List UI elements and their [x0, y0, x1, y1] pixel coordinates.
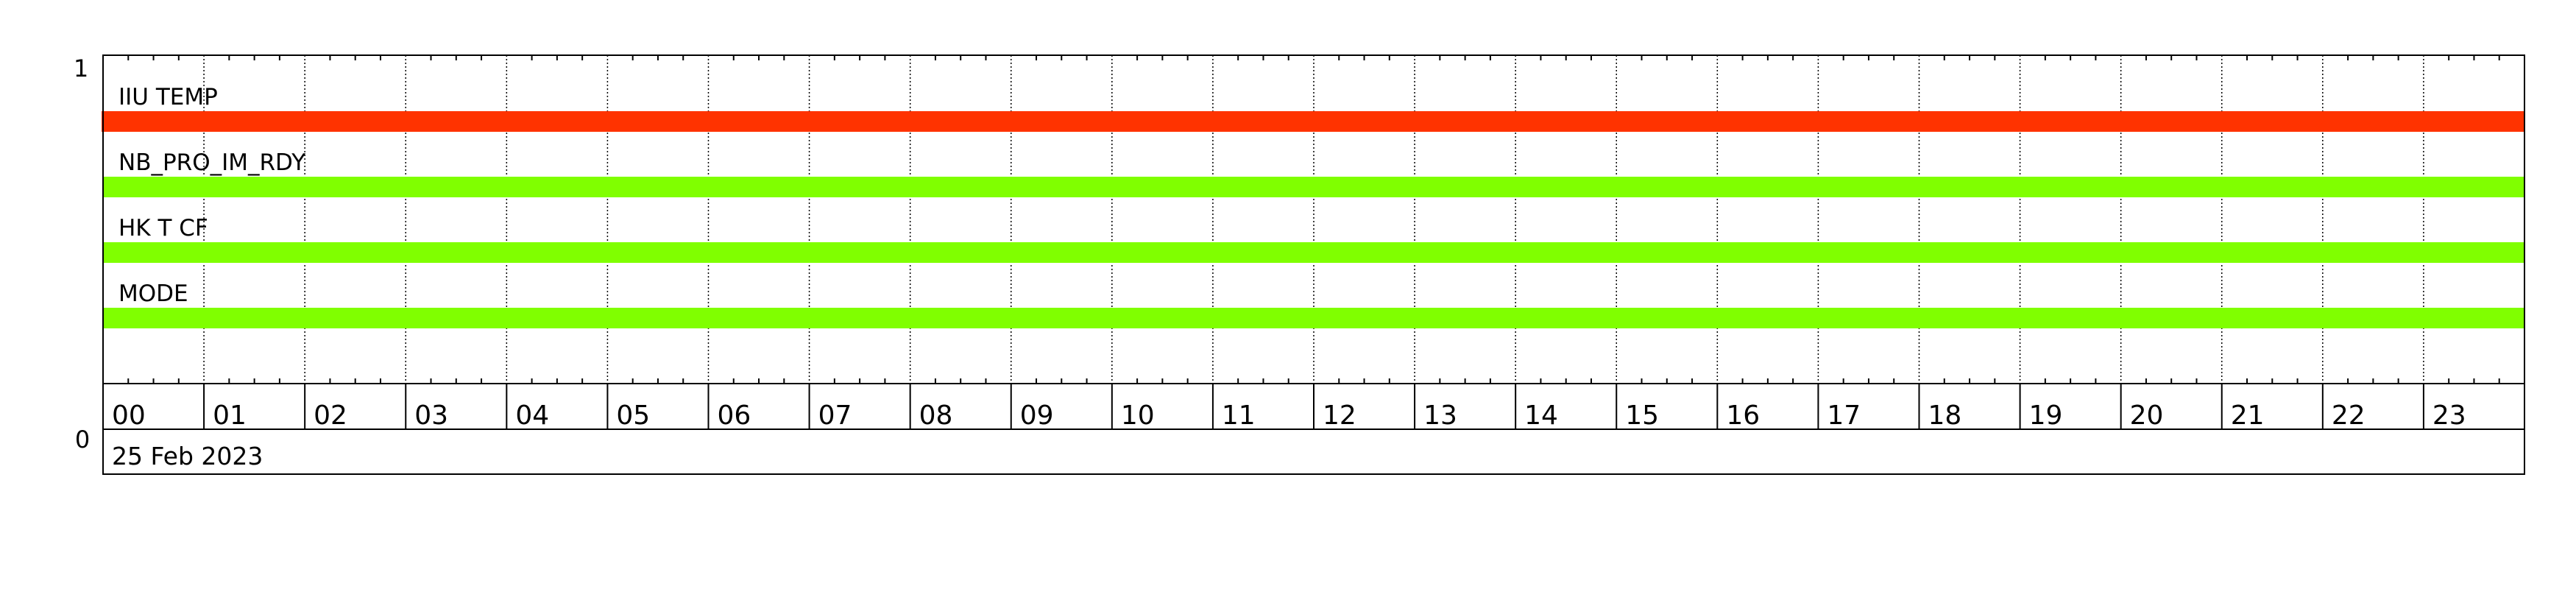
hour-label: 15 [1625, 401, 1659, 431]
status-bar [102, 111, 2524, 132]
hour-label: 02 [314, 401, 347, 431]
series-label: MODE [118, 281, 188, 307]
hour-label: 20 [2130, 401, 2164, 431]
hour-label: 14 [1524, 401, 1558, 431]
hour-label: 07 [818, 401, 852, 431]
hour-label: 05 [616, 401, 650, 431]
series-label: HK T CF [118, 215, 208, 241]
series-label: NB_PRO_IM_RDY [118, 149, 305, 176]
series-label: IIU TEMP [118, 84, 218, 110]
hour-label: 11 [1222, 401, 1256, 431]
hour-label: 04 [515, 401, 549, 431]
hour-label: 19 [2029, 401, 2063, 431]
hour-label: 10 [1121, 401, 1155, 431]
y-tick-top: 1 [74, 54, 88, 82]
date-label: 25 Feb 2023 [112, 442, 263, 470]
hour-label: 01 [213, 401, 247, 431]
hour-label: 12 [1323, 401, 1356, 431]
hour-label: 09 [1020, 401, 1054, 431]
hour-label: 06 [718, 401, 751, 431]
y-tick-bottom: 0 [75, 426, 90, 454]
hour-labels: 00 01 02 03 04 05 06 07 08 09 10 11 12 13 14 15 16 17 18 19… [112, 401, 2466, 431]
outer-frame [102, 54, 2525, 475]
hour-label: 16 [1726, 401, 1760, 431]
hour-label: 23 [2432, 401, 2466, 431]
grid-lines [127, 55, 2500, 384]
hour-label: 21 [2231, 401, 2265, 431]
hour-label: 13 [1423, 401, 1457, 431]
hour-label: 22 [2332, 401, 2366, 431]
hour-label: 17 [1827, 401, 1861, 431]
hour-label: 08 [919, 401, 953, 431]
status-bar [103, 242, 2524, 263]
status-bar [103, 177, 2524, 197]
hour-label: 00 [112, 401, 146, 431]
status-bars: IIU TEMP NB_PRO_IM_RDY HK T CF MODE [102, 84, 2524, 328]
plot-frame [102, 54, 2525, 475]
status-bar [103, 308, 2524, 328]
hour-label: 18 [1928, 401, 1962, 431]
hour-label: 03 [414, 401, 448, 431]
